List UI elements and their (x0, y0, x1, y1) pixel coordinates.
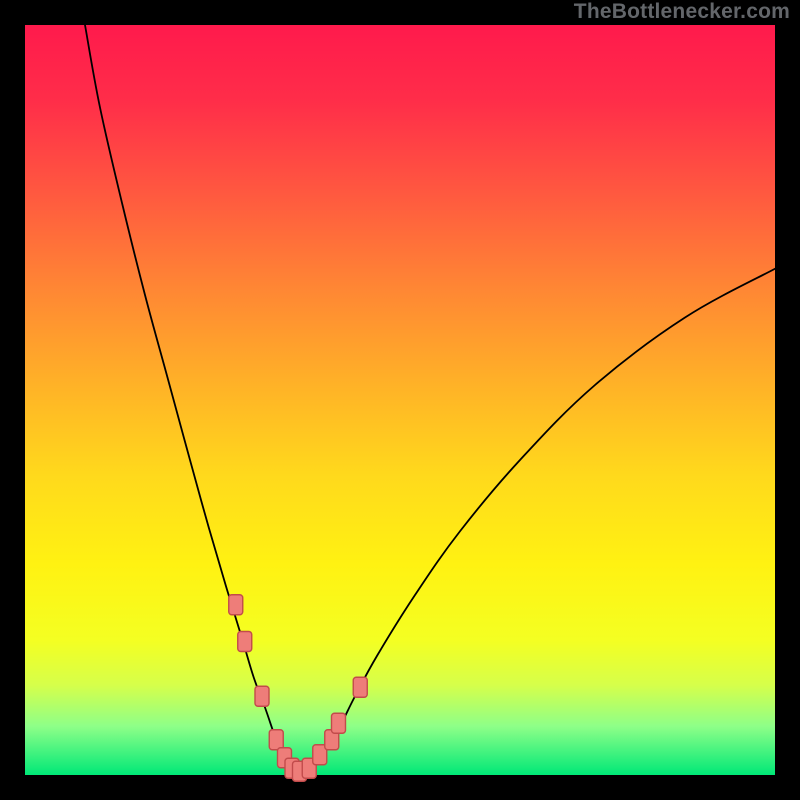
data-marker (255, 686, 269, 706)
chart-root: TheBottlenecker.com (0, 0, 800, 800)
watermark-text: TheBottlenecker.com (574, 0, 790, 24)
plot-area (25, 25, 775, 775)
data-marker (332, 713, 346, 733)
data-marker (353, 677, 367, 697)
data-marker (238, 632, 252, 652)
data-marker (229, 595, 243, 615)
data-marker (269, 730, 283, 750)
chart-svg (0, 0, 800, 800)
